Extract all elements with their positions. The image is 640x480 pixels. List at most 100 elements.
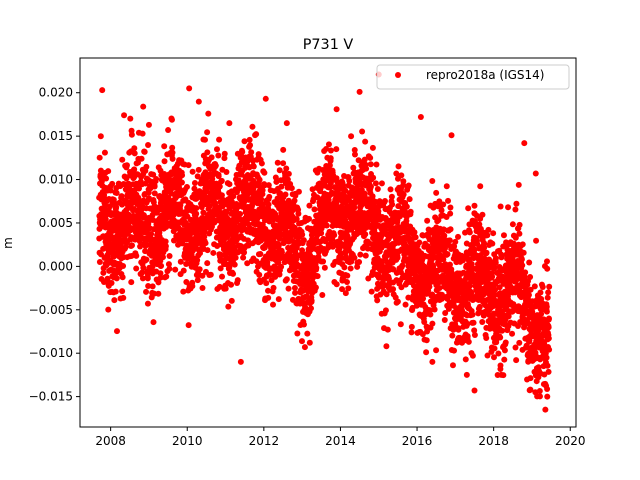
data-point bbox=[440, 256, 447, 263]
data-point bbox=[306, 339, 313, 346]
y-tick-label: 0.020 bbox=[39, 86, 73, 100]
data-point bbox=[278, 263, 285, 270]
data-point bbox=[195, 98, 202, 105]
plot-frame bbox=[79, 57, 577, 428]
data-point bbox=[200, 209, 207, 216]
data-point bbox=[97, 133, 104, 140]
data-point bbox=[520, 249, 527, 256]
data-point bbox=[341, 264, 348, 271]
data-point bbox=[447, 204, 454, 211]
data-point bbox=[383, 291, 390, 298]
data-point bbox=[407, 208, 414, 215]
data-point bbox=[441, 232, 448, 239]
data-point bbox=[111, 297, 118, 304]
data-point bbox=[465, 338, 472, 345]
data-point bbox=[405, 182, 412, 189]
data-point bbox=[145, 121, 152, 128]
data-point bbox=[202, 240, 209, 247]
data-point bbox=[249, 201, 256, 208]
data-point bbox=[374, 297, 381, 304]
data-point bbox=[426, 307, 433, 314]
data-point bbox=[443, 183, 450, 190]
data-point bbox=[204, 129, 211, 136]
data-point bbox=[204, 149, 211, 156]
data-point bbox=[120, 263, 127, 269]
data-point bbox=[435, 217, 442, 224]
data-point bbox=[262, 95, 269, 102]
chart-title: P731 V bbox=[303, 37, 354, 53]
data-point bbox=[476, 284, 483, 291]
data-point bbox=[331, 232, 338, 239]
data-point bbox=[150, 216, 157, 223]
data-point bbox=[445, 197, 452, 204]
data-point bbox=[362, 138, 369, 145]
data-point bbox=[264, 259, 271, 266]
data-point bbox=[131, 166, 138, 173]
data-point bbox=[510, 240, 517, 247]
legend-box bbox=[376, 64, 570, 90]
data-point bbox=[246, 136, 253, 143]
data-point bbox=[527, 375, 534, 382]
data-point bbox=[300, 237, 307, 244]
data-point bbox=[447, 226, 454, 233]
data-point bbox=[119, 156, 126, 163]
data-point bbox=[462, 356, 469, 363]
data-point bbox=[509, 221, 516, 228]
data-point bbox=[464, 333, 471, 340]
data-point bbox=[259, 187, 266, 194]
data-point bbox=[351, 151, 358, 158]
data-point bbox=[211, 200, 218, 207]
data-point bbox=[113, 204, 120, 211]
data-point bbox=[372, 180, 379, 187]
data-point bbox=[464, 320, 471, 327]
data-point bbox=[546, 283, 553, 290]
data-point bbox=[390, 286, 397, 293]
data-point bbox=[144, 275, 151, 282]
data-point bbox=[544, 362, 551, 369]
data-point bbox=[492, 286, 499, 293]
data-point bbox=[237, 211, 244, 218]
data-point bbox=[264, 287, 271, 294]
data-point bbox=[423, 337, 430, 344]
data-point bbox=[545, 368, 552, 375]
legend: repro2018a (IGS14) bbox=[376, 64, 570, 90]
data-point bbox=[112, 288, 119, 295]
data-point bbox=[118, 193, 125, 200]
data-point bbox=[516, 339, 523, 346]
data-point bbox=[466, 229, 473, 236]
data-point bbox=[159, 254, 166, 261]
data-point bbox=[393, 170, 400, 177]
data-point bbox=[244, 260, 251, 267]
data-point bbox=[513, 357, 520, 364]
x-tick-label: 2014 bbox=[325, 434, 356, 448]
x-tick-label: 2010 bbox=[172, 434, 203, 448]
data-point bbox=[491, 345, 498, 352]
data-point bbox=[444, 251, 451, 258]
data-point bbox=[476, 303, 483, 310]
data-point bbox=[544, 385, 551, 392]
data-point bbox=[155, 279, 162, 286]
data-point bbox=[447, 210, 454, 217]
data-point bbox=[356, 258, 363, 265]
data-point bbox=[431, 306, 438, 313]
data-point bbox=[172, 266, 179, 273]
data-point bbox=[207, 271, 214, 278]
data-point bbox=[378, 180, 385, 187]
data-point bbox=[361, 156, 368, 163]
data-point bbox=[446, 261, 453, 268]
data-point bbox=[215, 152, 222, 159]
data-point bbox=[446, 237, 453, 244]
data-point bbox=[169, 149, 176, 156]
data-point bbox=[351, 204, 358, 211]
data-point bbox=[196, 266, 203, 273]
data-point bbox=[166, 253, 173, 260]
data-point bbox=[483, 249, 490, 256]
data-point bbox=[120, 294, 127, 301]
data-point bbox=[140, 264, 147, 271]
data-point bbox=[189, 168, 196, 175]
data-point bbox=[545, 335, 552, 342]
data-point bbox=[527, 273, 534, 280]
data-point bbox=[436, 279, 443, 286]
y-tick-label: 0.010 bbox=[39, 173, 73, 187]
data-point bbox=[205, 110, 212, 117]
